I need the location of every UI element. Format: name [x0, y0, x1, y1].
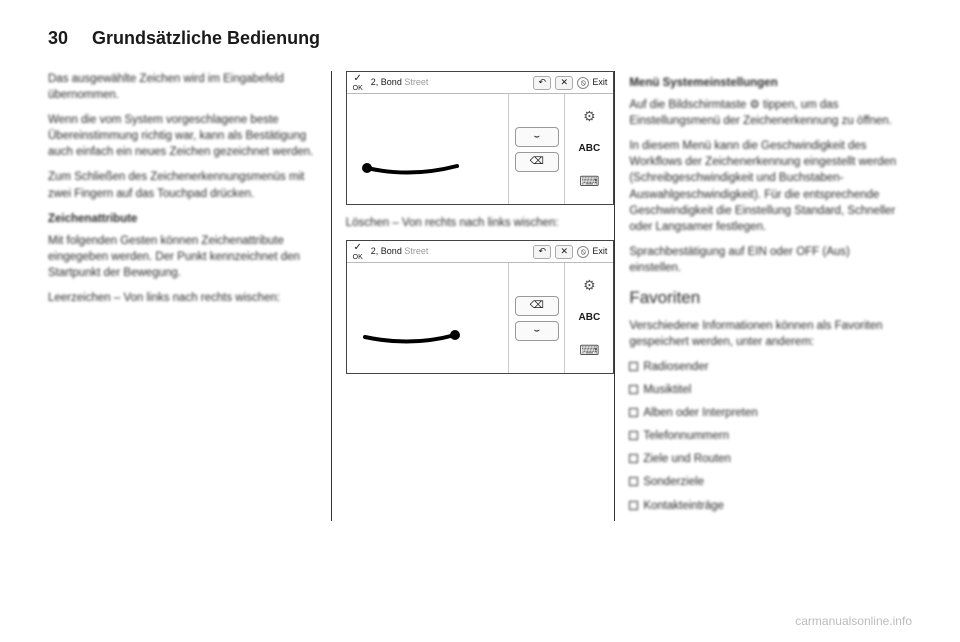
page-header: 30 Grundsätzliche Bedienung [48, 28, 912, 49]
column-2: ✓ OK 2, Bond Street ↶ ✕ ⦸ Exit [332, 71, 615, 521]
stroke-left-to-right [361, 156, 461, 180]
touchpad-area[interactable] [347, 263, 510, 373]
section-heading: Favoriten [629, 286, 898, 310]
stroke-right-to-left [361, 325, 461, 349]
check-icon: ✓ [354, 74, 362, 84]
space-key[interactable]: ⌣ [515, 127, 559, 147]
figure-caption: Löschen – Von rechts nach links wi­schen… [346, 215, 615, 231]
paragraph: Sprachbestätigung auf EIN oder OFF (Aus)… [629, 244, 898, 276]
list-item: Telefonnummern [629, 428, 898, 444]
exit-button[interactable]: ⦸ Exit [577, 245, 607, 258]
figure-delete-gesture: ✓ OK 2, Bond Street ↶ ✕ ⦸ Exit [346, 240, 615, 374]
paragraph: In diesem Menü kann die Geschwin­digkeit… [629, 138, 898, 235]
exit-label: Exit [592, 245, 607, 258]
backspace-key[interactable]: ⌫ [515, 152, 559, 172]
touchpad-area[interactable] [347, 94, 510, 204]
delete-char-icon[interactable]: ✕ [555, 76, 573, 90]
undo-icon[interactable]: ↶ [533, 76, 551, 90]
paragraph: Wenn die vom System vorgeschla­gene best… [48, 112, 317, 160]
address-field: 2, Bond Street [371, 245, 429, 258]
page-number: 30 [48, 28, 68, 49]
ok-label: OK [353, 254, 363, 261]
abc-button[interactable]: ABC [572, 139, 606, 159]
column-3: Menü Systemeinstellungen Auf die Bildsch… [615, 71, 912, 521]
settings-icon[interactable] [572, 106, 606, 126]
check-icon: ✓ [354, 243, 362, 253]
subheading: Menü Systemeinstellungen [629, 75, 898, 91]
space-key[interactable]: ⌣ [515, 321, 559, 341]
paragraph: Mit folgenden Gesten können Zei­chenattr… [48, 233, 317, 281]
list-item: Musiktitel [629, 382, 898, 398]
exit-button[interactable]: ⦸ Exit [577, 76, 607, 89]
paragraph: Leerzeichen – Von links nach rechts wisc… [48, 290, 317, 306]
ok-label: OK [353, 85, 363, 92]
list-item: Radiosender [629, 359, 898, 375]
address-field: 2, Bond Street [371, 76, 429, 89]
ok-button[interactable]: ✓ OK [353, 243, 363, 261]
list-item: Ziele und Routen [629, 451, 898, 467]
watermark: carmanualsonline.info [795, 614, 912, 628]
list-item: Alben oder Interpreten [629, 405, 898, 421]
column-1: Das ausgewählte Zeichen wird im Eingabef… [48, 71, 331, 521]
delete-char-icon[interactable]: ✕ [555, 245, 573, 259]
undo-icon[interactable]: ↶ [533, 245, 551, 259]
backspace-key[interactable]: ⌫ [515, 296, 559, 316]
paragraph: Verschiedene Informationen können als Fa… [629, 318, 898, 350]
paragraph: Zum Schließen des Zeichenerken­nungsmenü… [48, 169, 317, 201]
figure-space-gesture: ✓ OK 2, Bond Street ↶ ✕ ⦸ Exit [346, 71, 615, 205]
keyboard-icon[interactable] [572, 341, 606, 361]
settings-icon[interactable] [572, 275, 606, 295]
paragraph: Das ausgewählte Zeichen wird im Eingabef… [48, 71, 317, 103]
list-item: Kontakteinträge [629, 498, 898, 514]
favorites-list: Radiosender Musiktitel Alben oder Interp… [629, 359, 898, 514]
chapter-title: Grundsätzliche Bedienung [92, 28, 320, 49]
exit-icon: ⦸ [577, 77, 589, 89]
keyboard-icon[interactable] [572, 172, 606, 192]
paragraph: Auf die Bildschirmtaste ⚙ tippen, um das… [629, 97, 898, 129]
ok-button[interactable]: ✓ OK [353, 74, 363, 92]
exit-icon: ⦸ [577, 246, 589, 258]
exit-label: Exit [592, 76, 607, 89]
abc-button[interactable]: ABC [572, 308, 606, 328]
subheading: Zeichenattribute [48, 211, 317, 227]
list-item: Sonderziele [629, 474, 898, 490]
